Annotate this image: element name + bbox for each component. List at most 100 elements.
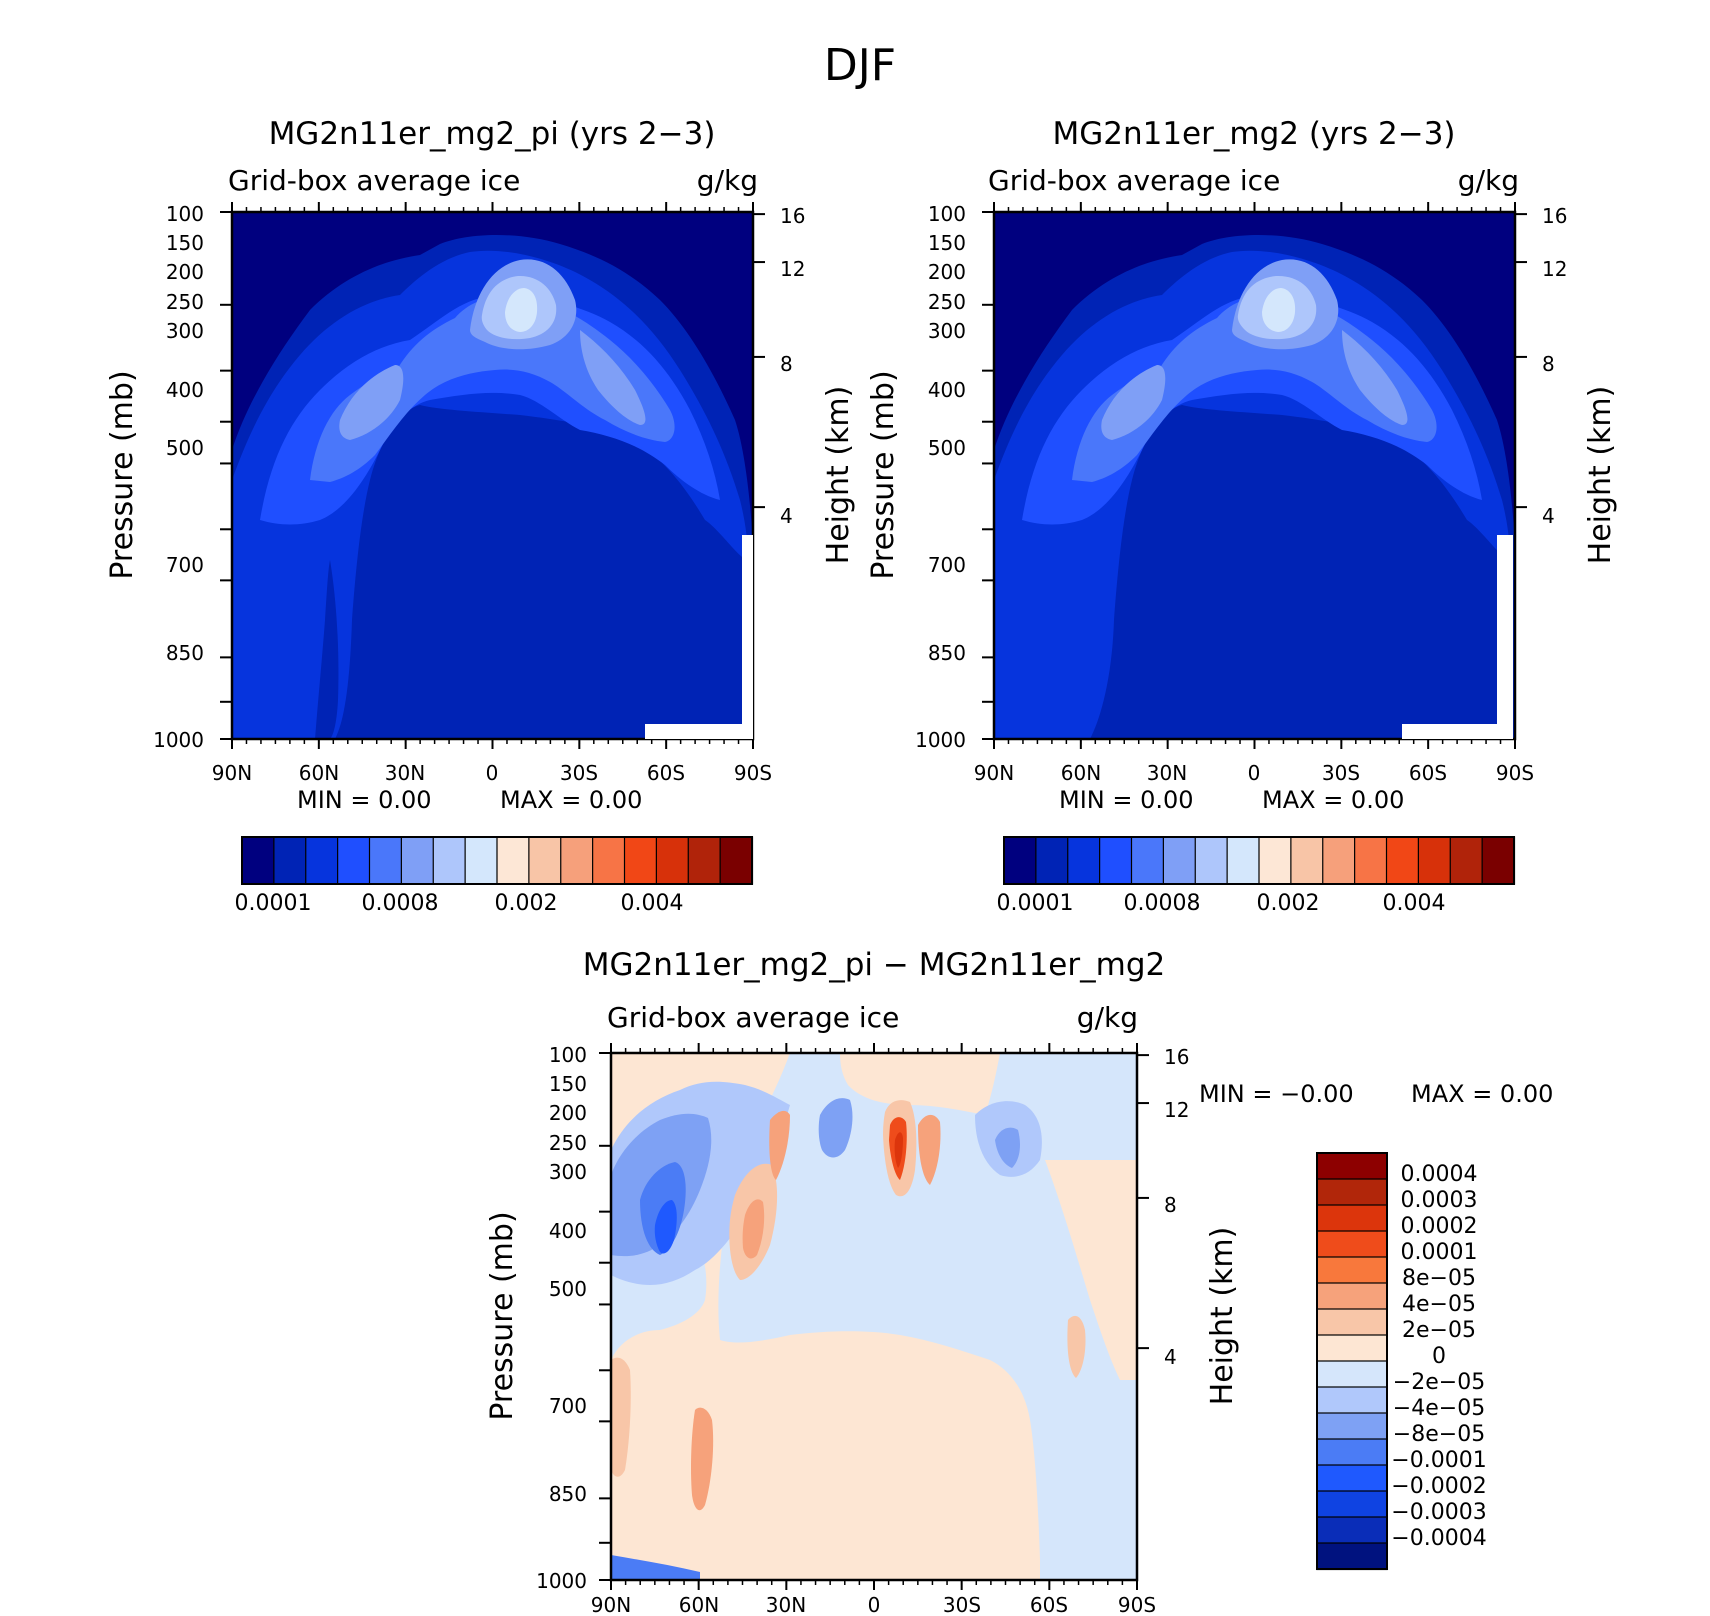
panel-3-y-tick-label: 250 [549,1131,587,1155]
cb1-swatch [592,836,626,885]
panel-3-contour-field [611,1053,1137,1580]
panel-1-colorbar-label: 0.004 [621,891,684,916]
panel-3-colorbar-label: 0.0001 [1401,1240,1478,1265]
panel-3-level-pos-2 [840,1053,1000,1115]
cb1-swatch [400,836,435,885]
cb1-swatch [337,836,371,885]
panel-2-x-tick-label: 30S [1322,761,1360,785]
panel-1-x-tick-label: 90N [212,761,252,785]
cb1-frame [241,836,753,885]
panel-1-height-tick-label: 12 [780,257,805,281]
panel-3-height-tick-label: 12 [1164,1098,1189,1122]
cb2-swatch [1194,836,1229,885]
panel-2-x-tick-label: 90N [974,761,1014,785]
panel-3-x-tick-label: 0 [868,1593,881,1616]
panel-3-x-tick-label: 60S [1030,1593,1068,1616]
panel-1-x-tick-label: 0 [486,761,499,785]
panel-3-x-tick-label: 30S [943,1593,981,1616]
cb3-swatch [1316,1178,1388,1207]
cb2-swatch [1067,836,1101,885]
panel-3-colorbar-label: −2e−05 [1393,1370,1485,1395]
panel-2-ticks [982,202,1527,749]
panel-3-colorbar-label: 4e−05 [1402,1292,1476,1317]
cb2-swatch [1417,836,1452,885]
panel-1-colorbar-label: 0.0008 [362,891,439,916]
panel-2-colorbar [1003,836,1516,885]
panel-1-y-tick-label: 300 [166,319,204,343]
panel-1-level-5 [339,259,646,440]
panel-3-colorbar-label: −0.0004 [1391,1526,1486,1551]
panel-3-y-tick-label: 300 [549,1160,587,1184]
panel-1-x-tick-label: 60S [647,761,685,785]
panel-3-x-tick-label: 90N [591,1593,631,1616]
cb2-swatch [1258,836,1292,885]
panel-3-height-tick-label: 4 [1164,1345,1177,1369]
panel-1-y-tick-label: 150 [166,231,204,255]
cb3-frame [1316,1152,1388,1570]
panel-2-contour-field [994,212,1515,739]
cb1-swatch [305,836,339,885]
panel-2-colorbar-label: 0.002 [1257,891,1320,916]
panel-2-height-tick-label: 4 [1542,504,1555,528]
panel-1: MG2n11er_mg2_pi (yrs 2−3) Grid-box avera… [105,116,856,916]
cb3-swatch [1316,1152,1388,1181]
panel-3-colorbar-label: 0.0002 [1401,1214,1478,1239]
cb2-swatch [1130,836,1165,885]
panel-2-height-tick-label: 8 [1542,352,1555,376]
panel-1-x-tick-label: 90S [734,761,772,785]
panel-3-colorbar-label: 0 [1432,1344,1446,1369]
cb1-swatch [687,836,722,885]
panel-2-missing-region [1402,724,1512,739]
panel-1-subtitle: Grid-box average ice [228,164,520,197]
cb2-swatch [1322,836,1356,885]
cb3-swatch [1316,1542,1388,1571]
cb1-swatch [623,836,658,885]
panel-1-colorbar-label: 0.0001 [235,891,312,916]
panel-3-y-axis-label: Pressure (mb) [485,1211,520,1420]
panel-2-height-tick-label: 16 [1542,204,1567,228]
panel-2-colorbar-label: 0.0001 [997,891,1074,916]
panel-3-level-neg-8 [611,1555,700,1580]
panel-3-level-pos-3 [1045,1160,1137,1380]
panel-1-y-tick-labels: 100 150 200 250 300 400 500 700 850 1000 [153,202,204,752]
panel-2-y-tick-label: 300 [928,319,966,343]
panel-3-colorbar-label: 0.0003 [1401,1188,1478,1213]
cb3-swatch [1316,1282,1388,1311]
cb3-swatch [1316,1438,1388,1467]
panel-3-level-pos-10 [918,1114,941,1185]
panel-2-level-7 [1262,288,1296,332]
cb2-swatch [1481,836,1516,885]
panel-1-right-tick-labels: 16 12 8 4 [780,204,805,528]
panel-2-x-tick-labels: 90N 60N 30N 0 30S 60S 90S [974,761,1534,785]
panel-1-ticks [220,202,765,749]
panel-2-colorbar-labels: 0.0001 0.0008 0.002 0.004 [997,891,1446,916]
panel-2-y-tick-label: 200 [928,260,966,284]
cb3-swatch [1316,1386,1388,1415]
cb3-swatch [1316,1516,1388,1545]
panel-2-x-tick-label: 90S [1496,761,1534,785]
panel-3-max-label: MAX = 0.00 [1411,1080,1553,1108]
panel-2-right-tick-labels: 16 12 8 4 [1542,204,1567,528]
panel-3-right-tick-labels: 16 12 8 4 [1164,1045,1189,1369]
panel-3-level-pos-12 [611,1357,631,1477]
panel-1-y-tick-label: 500 [166,436,204,460]
panel-3-subtitle: Grid-box average ice [607,1001,899,1034]
panel-2-y-tick-label: 850 [928,641,966,665]
panel-2-right-axis-label: Height (km) [1583,386,1618,565]
panel-2-y-tick-labels: 100 150 200 250 300 400 500 700 850 1000 [915,202,966,752]
panel-1-colorbar-labels: 0.0001 0.0008 0.002 0.004 [235,891,684,916]
panel-3-colorbar-labels: 0.0004 0.0003 0.0002 0.0001 8e−05 4e−05 … [1391,1162,1486,1551]
panel-3-y-tick-label: 100 [549,1043,587,1067]
cb3-swatch [1316,1490,1388,1519]
panel-1-height-tick-label: 16 [780,204,805,228]
panel-2-missing-region-2 [1497,535,1513,739]
panel-1-y-tick-label: 850 [166,641,204,665]
panel-3-colorbar-label: 8e−05 [1402,1266,1476,1291]
cb1-swatch [496,836,530,885]
cb1-swatch [241,836,275,885]
cb1-swatch [719,836,754,885]
cb3-swatch [1316,1464,1388,1493]
cb2-swatch [1099,836,1133,885]
panel-1-missing-region-2 [742,535,753,739]
panel-3-x-tick-label: 30N [766,1593,806,1616]
